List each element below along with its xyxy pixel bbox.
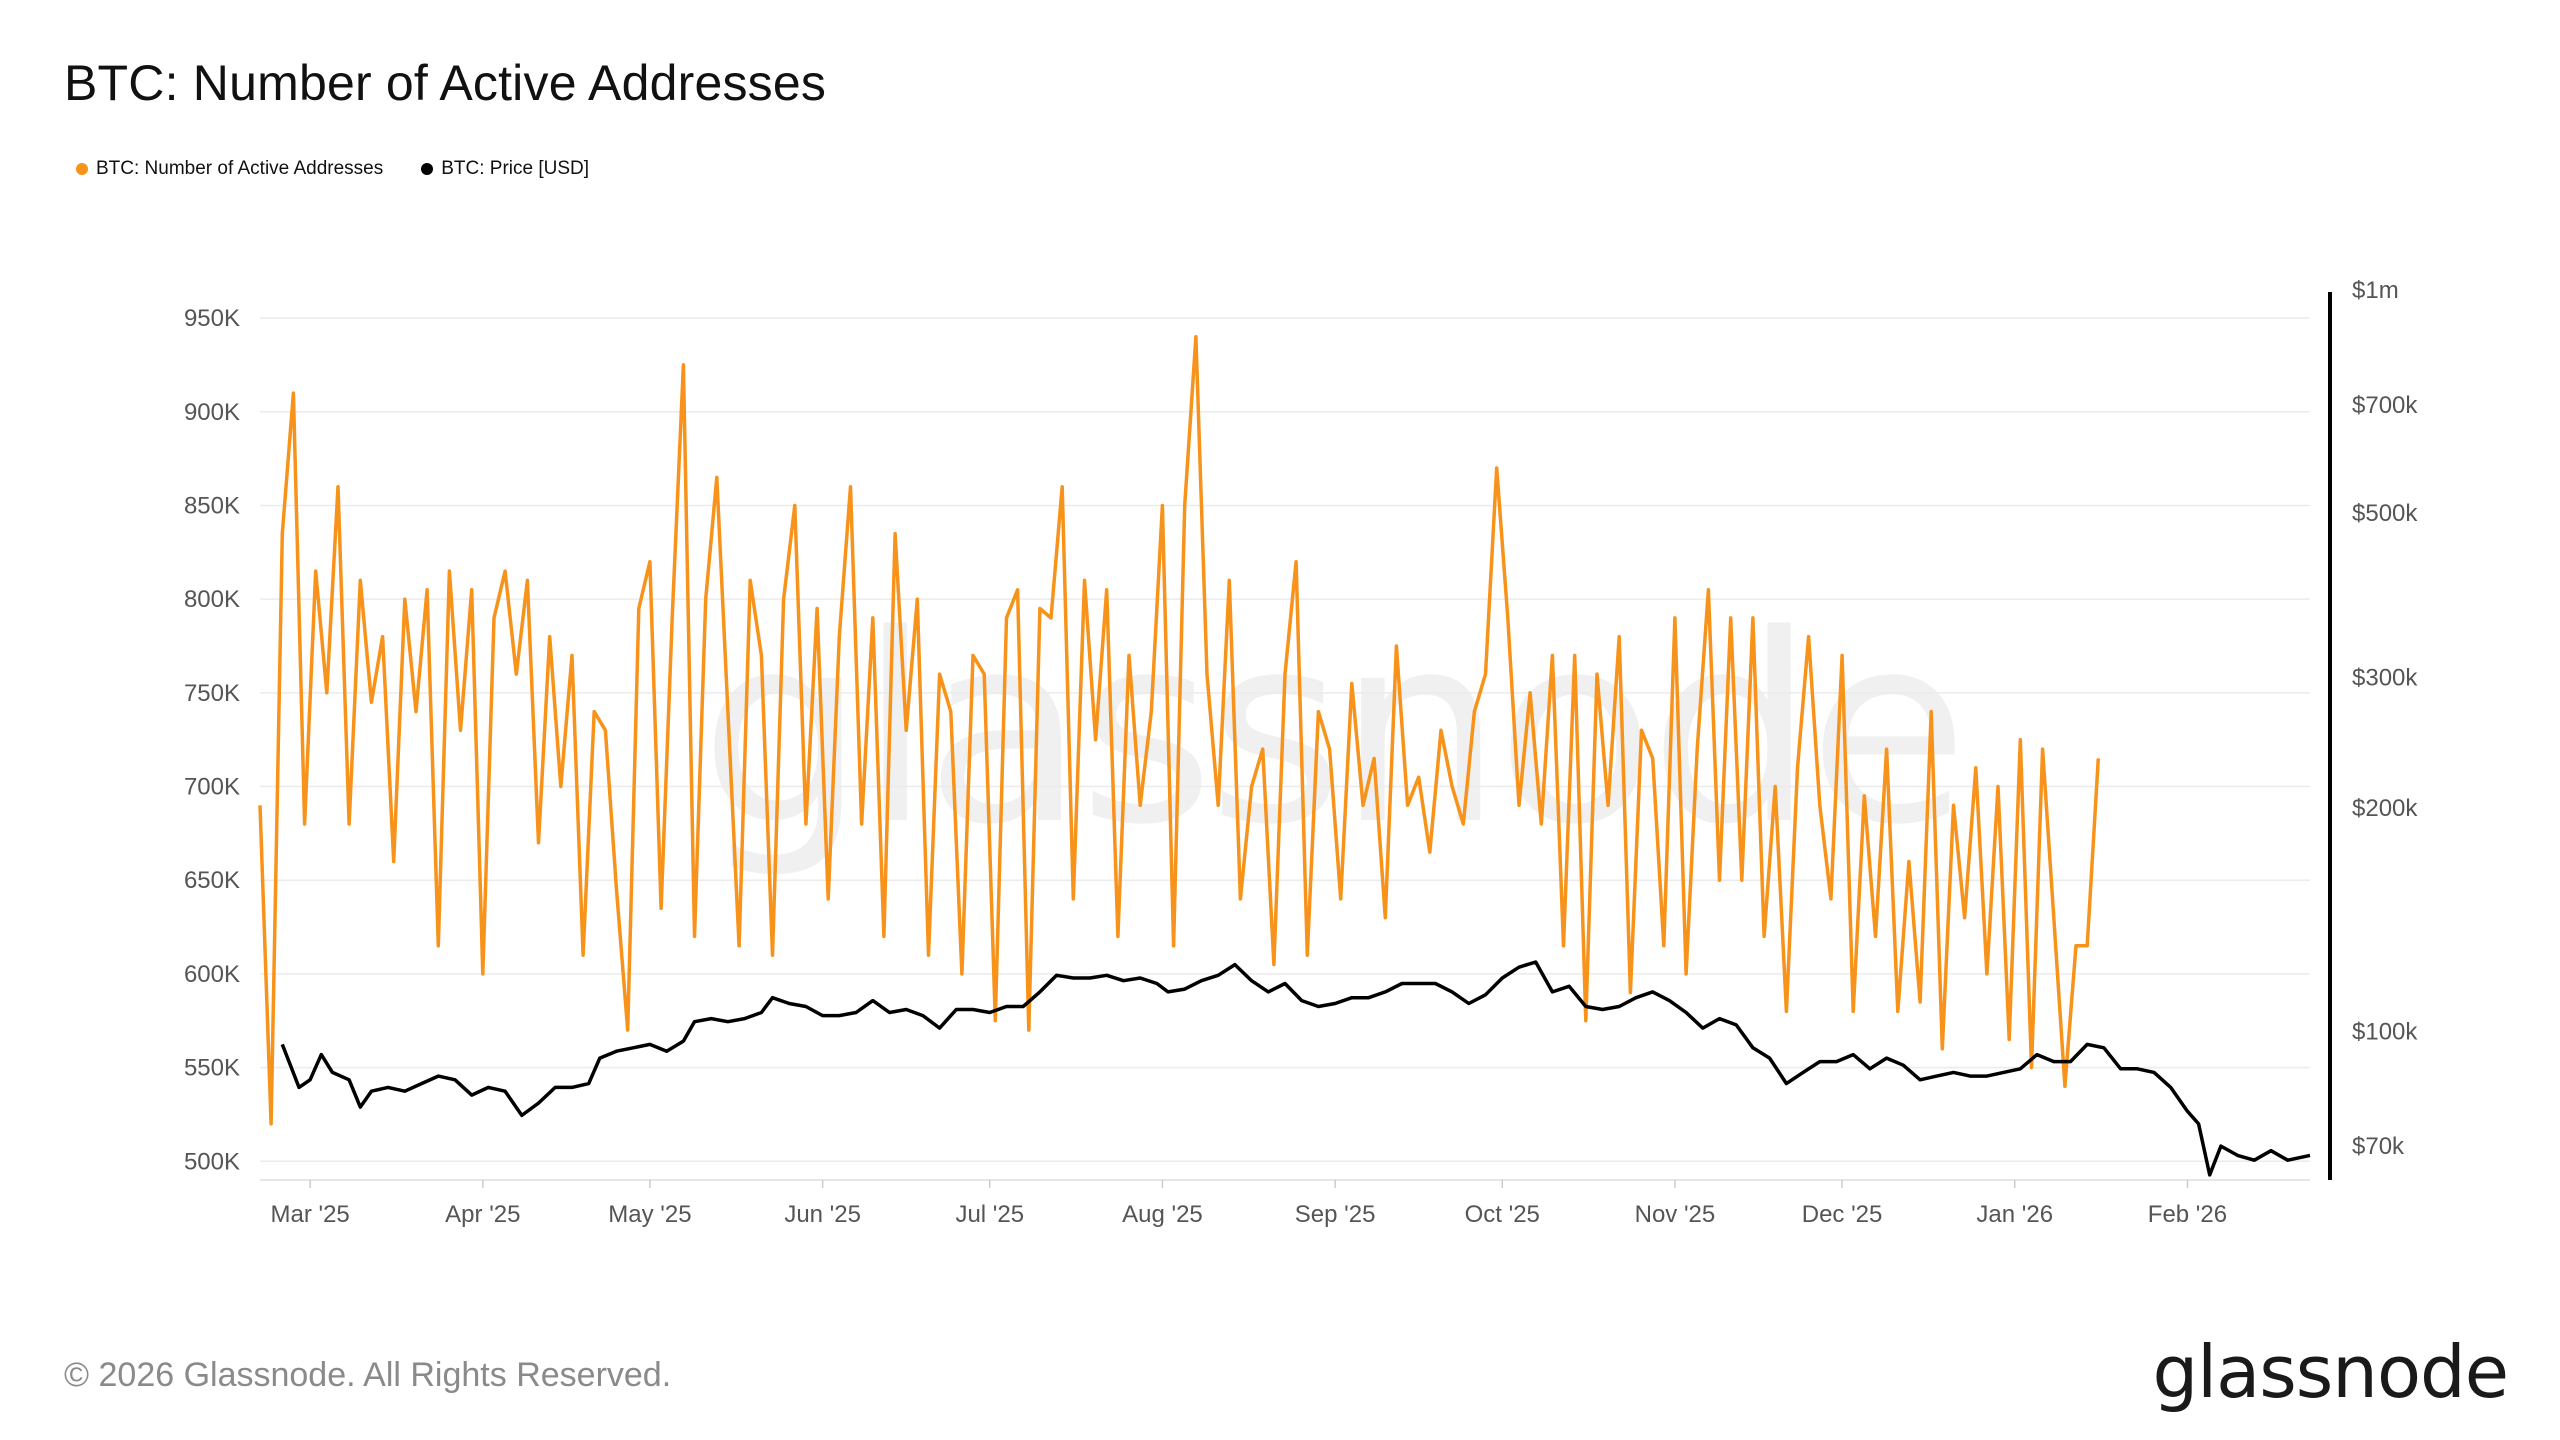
x-tick-label: Aug '25	[1122, 1201, 1203, 1228]
x-tick-label: Jul '25	[955, 1201, 1024, 1228]
x-tick-label: Oct '25	[1465, 1201, 1540, 1228]
y-left-tick-label: 800K	[184, 586, 240, 613]
x-tick-label: Sep '25	[1295, 1201, 1376, 1228]
x-tick-label: Feb '26	[2148, 1201, 2227, 1228]
chart-legend: BTC: Number of Active Addresses BTC: Pri…	[76, 158, 589, 180]
legend-label-price: BTC: Price [USD]	[441, 158, 590, 179]
y-left-tick-label: 550K	[184, 1055, 240, 1082]
y-left-tick-label: 500K	[184, 1148, 240, 1175]
y-left-tick-label: 850K	[184, 492, 240, 519]
y-left-tick-label: 900K	[184, 399, 240, 426]
legend-dot-price	[421, 163, 434, 175]
right-y-axis: $70k $100k $200k $300k $500k $700k $1m	[2328, 277, 2418, 1180]
x-tick-label: Apr '25	[445, 1201, 520, 1228]
series-line-btc-price	[280, 960, 2311, 1177]
y-left-tick-label: 650K	[184, 867, 240, 894]
chart-title: BTC: Number of Active Addresses	[64, 55, 827, 111]
y-right-tick-label: $700k	[2352, 392, 2418, 419]
y-right-tick-label: $100k	[2352, 1018, 2418, 1045]
left-y-axis: 500K 550K 600K 650K 700K 750K 800K 850K 900K 950K	[184, 305, 240, 1175]
series-line-active-addresses	[258, 335, 2101, 1126]
y-left-tick-label: 750K	[184, 680, 240, 707]
glassnode-logo[interactable]: glassnode	[2152, 1330, 2509, 1414]
x-tick-label: Dec '25	[1802, 1201, 1883, 1228]
copyright-text: © 2026 Glassnode. All Rights Reserved.	[64, 1356, 672, 1394]
legend-item-addresses[interactable]: BTC: Number of Active Addresses	[76, 158, 383, 180]
y-left-tick-label: 700K	[184, 774, 240, 801]
x-axis: Mar '25 Apr '25 May '25 Jun '25 Jul '25 Aug '…	[260, 1179, 2310, 1228]
y-right-tick-label: $70k	[2352, 1133, 2405, 1160]
y-right-tick-label: $500k	[2352, 500, 2418, 527]
y-left-tick-label: 600K	[184, 961, 240, 988]
y-right-tick-label: $1m	[2352, 277, 2399, 304]
x-tick-label: Mar '25	[270, 1201, 349, 1228]
y-right-tick-label: $300k	[2352, 665, 2418, 692]
legend-dot-addresses	[76, 163, 88, 175]
plot-area	[258, 335, 2311, 1177]
x-tick-label: Nov '25	[1635, 1201, 1716, 1228]
x-tick-label: Jun '25	[784, 1201, 861, 1228]
x-tick-label: Jan '26	[1976, 1201, 2053, 1228]
y-right-tick-label: $200k	[2352, 795, 2418, 822]
legend-label-addresses: BTC: Number of Active Addresses	[96, 158, 384, 179]
x-tick-label: May '25	[608, 1201, 691, 1228]
legend-item-price[interactable]: BTC: Price [USD]	[421, 158, 589, 180]
grid-lines	[260, 317, 2310, 1163]
y-left-tick-label: 950K	[184, 305, 240, 332]
